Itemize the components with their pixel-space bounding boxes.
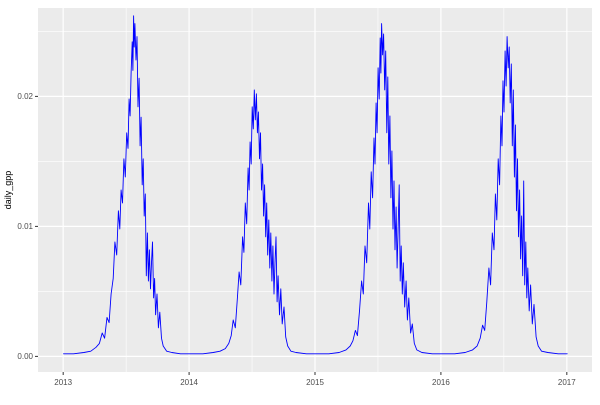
x-tick-label: 2015 [306,378,324,387]
y-axis-title: daily_gpp [3,171,13,210]
axis-layer: 2013 2014 2015 2016 2017 0.00 0.01 0.02 [17,92,576,387]
x-tick-label: 2016 [432,378,450,387]
x-tick-label: 2017 [558,378,576,387]
gpp-line [63,15,568,355]
y-tick-label: 0.01 [17,222,33,231]
y-tick-label: 0.02 [17,92,33,101]
x-tick-label: 2014 [180,378,198,387]
y-tick-label: 0.00 [17,352,33,361]
series-layer [63,15,568,355]
x-tick-label: 2013 [54,378,72,387]
